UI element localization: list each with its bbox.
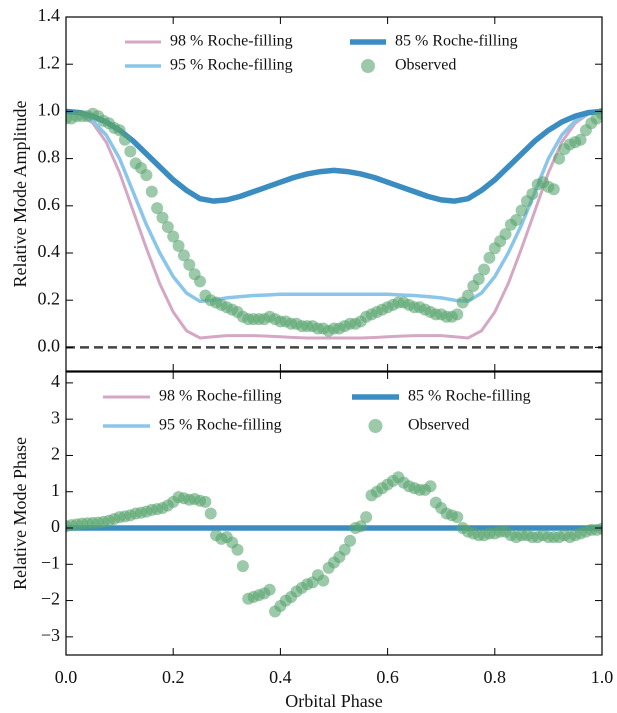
legend-marker — [361, 59, 375, 73]
data-point — [177, 249, 190, 262]
legend-label: 95 % Roche-filling — [170, 57, 293, 74]
data-point — [451, 308, 464, 321]
x-tick-label: 0.6 — [376, 667, 399, 687]
data-point — [317, 574, 330, 587]
y-tick-label: 1.2 — [38, 52, 61, 72]
legend-label: 98 % Roche-filling — [170, 33, 293, 50]
y-tick-label: −3 — [41, 625, 60, 645]
data-point — [231, 543, 244, 556]
y-tick-label: 0 — [51, 516, 60, 536]
y-tick-label: 1.0 — [38, 100, 61, 120]
data-point — [151, 202, 164, 215]
y-axis-label: Relative Mode Amplitude — [10, 101, 30, 288]
data-point — [145, 185, 158, 198]
data-point — [510, 213, 523, 226]
x-tick-label: 0.4 — [269, 667, 292, 687]
x-tick-label: 0.8 — [484, 667, 507, 687]
legend-label: Observed — [395, 57, 456, 74]
x-tick-label: 0.2 — [162, 667, 185, 687]
y-tick-label: −1 — [41, 552, 60, 572]
legend-label: 98 % Roche-filling — [159, 388, 282, 405]
axes-frame — [65, 16, 603, 372]
y-axis-label: Relative Mode Phase — [10, 437, 30, 590]
data-point — [574, 133, 587, 146]
data-point — [596, 522, 602, 535]
data-point — [451, 511, 464, 524]
data-point — [194, 275, 206, 288]
data-point — [344, 534, 357, 547]
y-tick-label: 3 — [51, 407, 60, 427]
data-point — [124, 145, 137, 158]
data-point — [424, 480, 437, 493]
data-point — [596, 107, 602, 120]
data-point — [354, 520, 367, 533]
y-tick-label: −2 — [41, 589, 60, 609]
series-line — [66, 108, 602, 204]
data-point — [499, 228, 512, 241]
y-tick-label: 0.6 — [38, 194, 61, 214]
data-point — [161, 221, 174, 234]
data-point — [204, 507, 217, 520]
series-line — [66, 109, 602, 304]
axes-frame — [65, 371, 603, 656]
y-tick-label: 0.2 — [38, 288, 61, 308]
y-tick-label: 0.8 — [38, 147, 61, 167]
x-axis-label: Orbital Phase — [285, 691, 382, 711]
data-point — [526, 188, 539, 200]
data-point — [156, 211, 169, 224]
y-tick-label: 1.4 — [38, 5, 61, 25]
data-point — [472, 272, 485, 285]
legend-label: 85 % Roche-filling — [395, 33, 518, 50]
legend-label: 85 % Roche-filling — [408, 388, 531, 405]
data-point — [263, 583, 276, 596]
data-point — [547, 183, 560, 196]
data-point — [140, 169, 153, 182]
y-tick-label: 4 — [51, 371, 60, 391]
data-point — [360, 511, 373, 524]
data-point — [199, 495, 212, 508]
x-tick-label: 1.0 — [591, 667, 614, 687]
data-point — [478, 263, 491, 276]
data-point — [167, 230, 180, 243]
data-point — [483, 251, 496, 264]
legend-label: Observed — [408, 417, 469, 434]
data-point — [113, 124, 126, 137]
y-tick-label: 2 — [51, 444, 60, 464]
y-tick-label: 0.4 — [38, 241, 61, 261]
y-tick-label: 1 — [51, 480, 60, 500]
y-tick-label: 0.0 — [38, 336, 61, 356]
series-line — [66, 109, 602, 340]
data-point — [553, 152, 566, 165]
x-tick-label: 0.0 — [55, 667, 78, 687]
data-point — [118, 133, 131, 146]
data-point — [462, 289, 474, 302]
data-point — [515, 204, 528, 217]
data-point — [172, 239, 185, 252]
data-point — [338, 543, 351, 556]
data-point — [236, 560, 249, 573]
legend-marker — [368, 419, 383, 433]
data-point — [183, 258, 196, 271]
legend-label: 95 % Roche-filling — [159, 417, 282, 434]
